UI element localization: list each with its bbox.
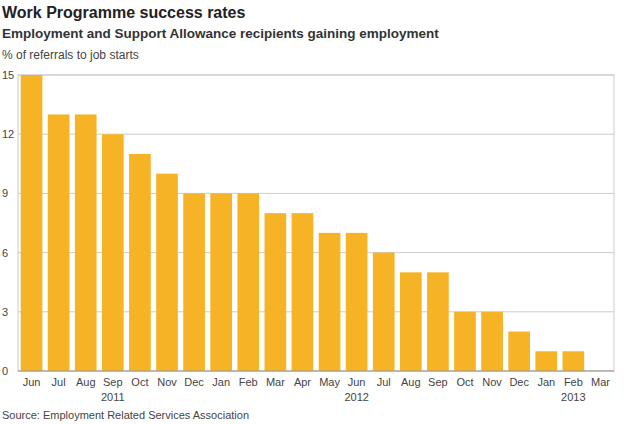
- x-tick-label: Jan: [212, 376, 230, 388]
- x-tick-label: Feb: [239, 376, 258, 388]
- bar: [48, 114, 70, 371]
- x-tick-label: Jul: [52, 376, 66, 388]
- x-tick-label: Sep: [103, 376, 123, 388]
- year-label: 2013: [561, 391, 585, 403]
- bar: [129, 154, 151, 371]
- x-tick-label: Nov: [482, 376, 502, 388]
- bar: [292, 213, 314, 371]
- x-tick-label: Dec: [509, 376, 529, 388]
- title: Work Programme success rates: [2, 4, 245, 21]
- y-tick-label: 3: [2, 306, 8, 318]
- y-axis-label: % of referrals to job starts: [2, 48, 139, 62]
- plot-frame: [18, 75, 614, 371]
- grid-line: [18, 75, 614, 76]
- x-tick-label: Oct: [131, 376, 148, 388]
- bar: [319, 233, 341, 371]
- chart-svg: Work Programme success rates Employment a…: [0, 0, 624, 424]
- x-tick-label: Jun: [348, 376, 366, 388]
- bar: [21, 75, 43, 371]
- chart-root: Work Programme success rates Employment a…: [0, 0, 624, 424]
- y-tick-label: 15: [2, 69, 14, 81]
- x-tick-label: Apr: [294, 376, 311, 388]
- x-tick-label: Feb: [564, 376, 583, 388]
- x-axis-line: [18, 371, 614, 372]
- x-tick-label: May: [319, 376, 340, 388]
- x-tick-label: Dec: [184, 376, 204, 388]
- grid-line: [18, 371, 614, 372]
- bar: [454, 312, 476, 371]
- bar: [75, 114, 97, 371]
- bar: [481, 312, 503, 371]
- y-tick-label: 0: [2, 365, 8, 377]
- bars: [21, 75, 584, 371]
- x-tick-label: Nov: [157, 376, 177, 388]
- x-tick-label: Jul: [377, 376, 391, 388]
- bar: [346, 233, 368, 371]
- bar: [210, 193, 232, 371]
- x-tick-label: Oct: [456, 376, 473, 388]
- year-label: 2012: [344, 391, 368, 403]
- x-tick-label: Jan: [537, 376, 555, 388]
- subtitle: Employment and Support Allowance recipie…: [2, 26, 439, 41]
- y-tick-label: 6: [2, 247, 8, 259]
- bar: [183, 193, 205, 371]
- bar: [102, 134, 124, 371]
- x-tick-label: Jun: [23, 376, 41, 388]
- x-tick-label: Mar: [591, 376, 610, 388]
- y-tick-label: 12: [2, 128, 14, 140]
- y-tick-label: 9: [2, 187, 8, 199]
- bar: [400, 272, 422, 371]
- bar: [237, 193, 259, 371]
- year-label: 2011: [101, 391, 125, 403]
- source: Source: Employment Related Services Asso…: [2, 409, 249, 421]
- x-tick-label: Aug: [76, 376, 96, 388]
- bar: [563, 351, 585, 371]
- x-tick-label: Mar: [266, 376, 285, 388]
- bar: [265, 213, 287, 371]
- bar: [508, 332, 530, 371]
- bar: [373, 253, 395, 371]
- bar: [427, 272, 449, 371]
- grid: [18, 75, 614, 371]
- bar: [156, 174, 178, 371]
- x-tick-label: Aug: [401, 376, 421, 388]
- x-tick-label: Sep: [428, 376, 448, 388]
- bar: [535, 351, 557, 371]
